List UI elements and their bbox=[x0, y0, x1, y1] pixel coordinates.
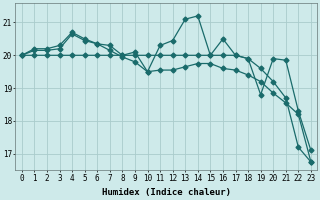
X-axis label: Humidex (Indice chaleur): Humidex (Indice chaleur) bbox=[102, 188, 231, 197]
